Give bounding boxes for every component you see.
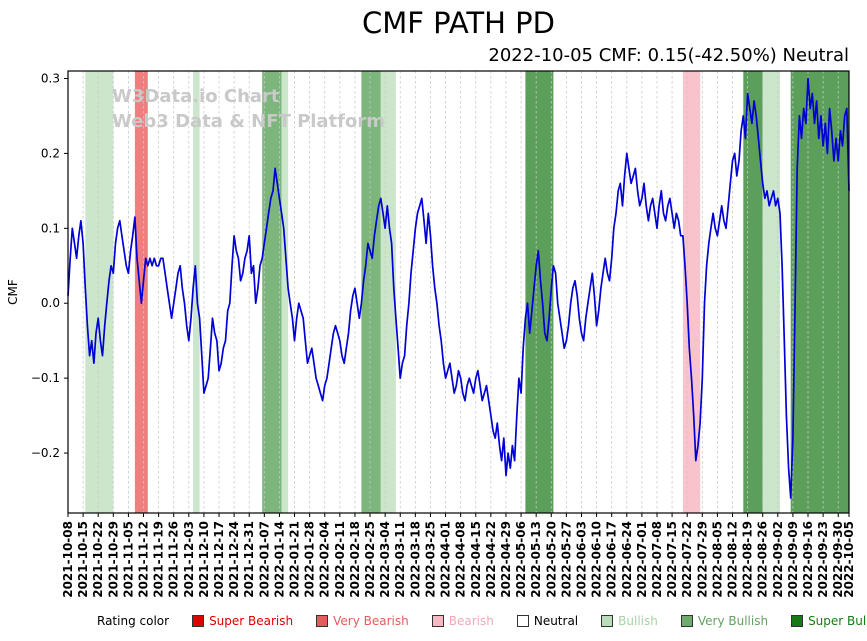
rating-band-bullish [281,71,289,513]
x-tick-label: 2022-02-18 [348,521,362,598]
legend-item-very-bullish: Very Bullish [680,614,769,628]
legend-swatch [680,615,693,627]
rating-legend: Rating color Super Bearish Very Bearish Be… [97,614,867,628]
x-tick-label: 2021-10-08 [61,521,75,598]
x-tick-label: 2022-01-28 [303,521,317,598]
x-tick-label: 2022-10-05 [842,521,856,598]
x-tick-label: 2022-06-03 [574,521,588,598]
x-tick-label: 2021-10-29 [106,521,120,598]
x-tick-label: 2022-01-07 [257,521,271,598]
legend-swatch [192,615,205,627]
rating-band-super-bullish [525,71,554,513]
x-tick-label: 2022-09-09 [786,521,800,598]
x-tick-label: 2022-04-22 [484,521,498,598]
x-tick-label: 2022-06-10 [590,521,604,598]
y-tick-label: 0.1 [41,221,60,235]
x-tick-label: 2022-09-23 [816,521,830,598]
x-tick-label: 2022-04-08 [454,521,468,598]
x-tick-label: 2022-07-15 [665,521,679,598]
legend-label: Neutral [533,614,579,628]
legend-label: Bullish [618,614,658,628]
legend-title: Rating color [97,614,170,628]
legend-swatch [516,615,529,627]
x-tick-label: 2021-11-26 [167,521,181,598]
x-tick-label: 2022-09-16 [801,521,815,598]
legend-item-super-bullish: Super Bullish [791,614,867,628]
x-tick-label: 2021-11-12 [137,521,151,598]
legend-label: Super Bullish [808,614,867,628]
legend-swatch [431,615,444,627]
x-tick-label: 2022-07-29 [695,521,709,598]
y-tick-label: 0.2 [41,146,60,160]
x-tick-label: 2022-09-02 [771,521,785,598]
y-tick-label: −0.2 [31,446,60,460]
x-tick-label: 2022-05-27 [559,521,573,598]
x-tick-label: 2022-07-08 [650,521,664,598]
x-tick-label: 2022-01-21 [288,521,302,598]
x-tick-label: 2022-08-19 [741,521,755,598]
legend-swatch [316,615,329,627]
x-tick-label: 2021-10-15 [76,521,90,598]
rating-band-bullish [85,71,114,513]
x-tick-label: 2022-07-22 [680,521,694,598]
x-tick-label: 2022-06-17 [605,521,619,598]
x-tick-label: 2022-02-04 [318,521,332,598]
y-axis-title: CMF [6,279,20,305]
x-tick-label: 2022-05-13 [529,521,543,598]
x-tick-label: 2022-02-25 [363,521,377,598]
x-tick-label: 2022-08-26 [756,521,770,598]
x-tick-label: 2022-05-20 [544,521,558,598]
x-tick-label: 2022-03-25 [423,521,437,598]
x-tick-label: 2022-06-24 [620,521,634,598]
x-tick-label: 2022-07-01 [635,521,649,598]
rating-band-very-bearish [134,71,148,513]
rating-band-bullish [380,71,396,513]
x-tick-label: 2021-12-24 [227,521,241,598]
legend-swatch [601,615,614,627]
legend-label: Very Bearish [333,614,409,628]
rating-band-very-bullish [262,71,282,513]
y-tick-label: 0.0 [41,296,60,310]
x-tick-label: 2021-10-22 [91,521,105,598]
x-tick-label: 2021-12-17 [212,521,226,598]
legend-item-very-bearish: Very Bearish [316,614,409,628]
x-tick-label: 2022-04-15 [469,521,483,598]
x-tick-label: 2021-12-03 [182,521,196,598]
legend-item-bearish: Bearish [431,614,494,628]
legend-item-super-bearish: Super Bearish [192,614,293,628]
rating-band-bullish [762,71,780,513]
legend-item-neutral: Neutral [516,614,579,628]
chart-subtitle: 2022-10-05 CMF: 0.15(-42.50%) Neutral [488,45,849,66]
legend-label: Very Bullish [697,614,769,628]
legend-items: Super Bearish Very Bearish Bearish Neutral B… [192,614,867,628]
rating-band-super-bullish [743,71,763,513]
y-tick-label: 0.3 [41,71,60,85]
page-title: CMF PATH PD [362,6,555,40]
x-tick-label: 2022-08-12 [725,521,739,598]
x-tick-label: 2021-11-05 [121,521,135,598]
x-tick-label: 2022-02-11 [333,521,347,598]
legend-label: Bearish [448,614,494,628]
x-tick-label: 2022-09-30 [831,521,845,598]
legend-swatch [791,615,804,627]
x-tick-label: 2022-04-29 [499,521,513,598]
y-tick-label: −0.1 [31,371,60,385]
x-tick-label: 2021-12-10 [197,521,211,598]
x-tick-label: 2022-03-18 [408,521,422,598]
x-tick-label: 2021-12-31 [242,521,256,598]
x-tick-label: 2021-11-19 [152,521,166,598]
cmf-line [67,77,850,499]
legend-label: Super Bearish [209,614,294,628]
x-tick-label: 2022-03-11 [393,521,407,598]
x-tick-label: 2022-08-05 [710,521,724,598]
plot-frame [67,70,850,514]
x-tick-label: 2022-03-04 [378,521,392,598]
x-tick-label: 2022-05-06 [514,521,528,598]
legend-item-bullish: Bullish [601,614,658,628]
x-tick-label: 2022-04-01 [439,521,453,598]
rating-band-very-bullish [361,71,381,513]
x-tick-label: 2022-01-14 [272,521,286,598]
